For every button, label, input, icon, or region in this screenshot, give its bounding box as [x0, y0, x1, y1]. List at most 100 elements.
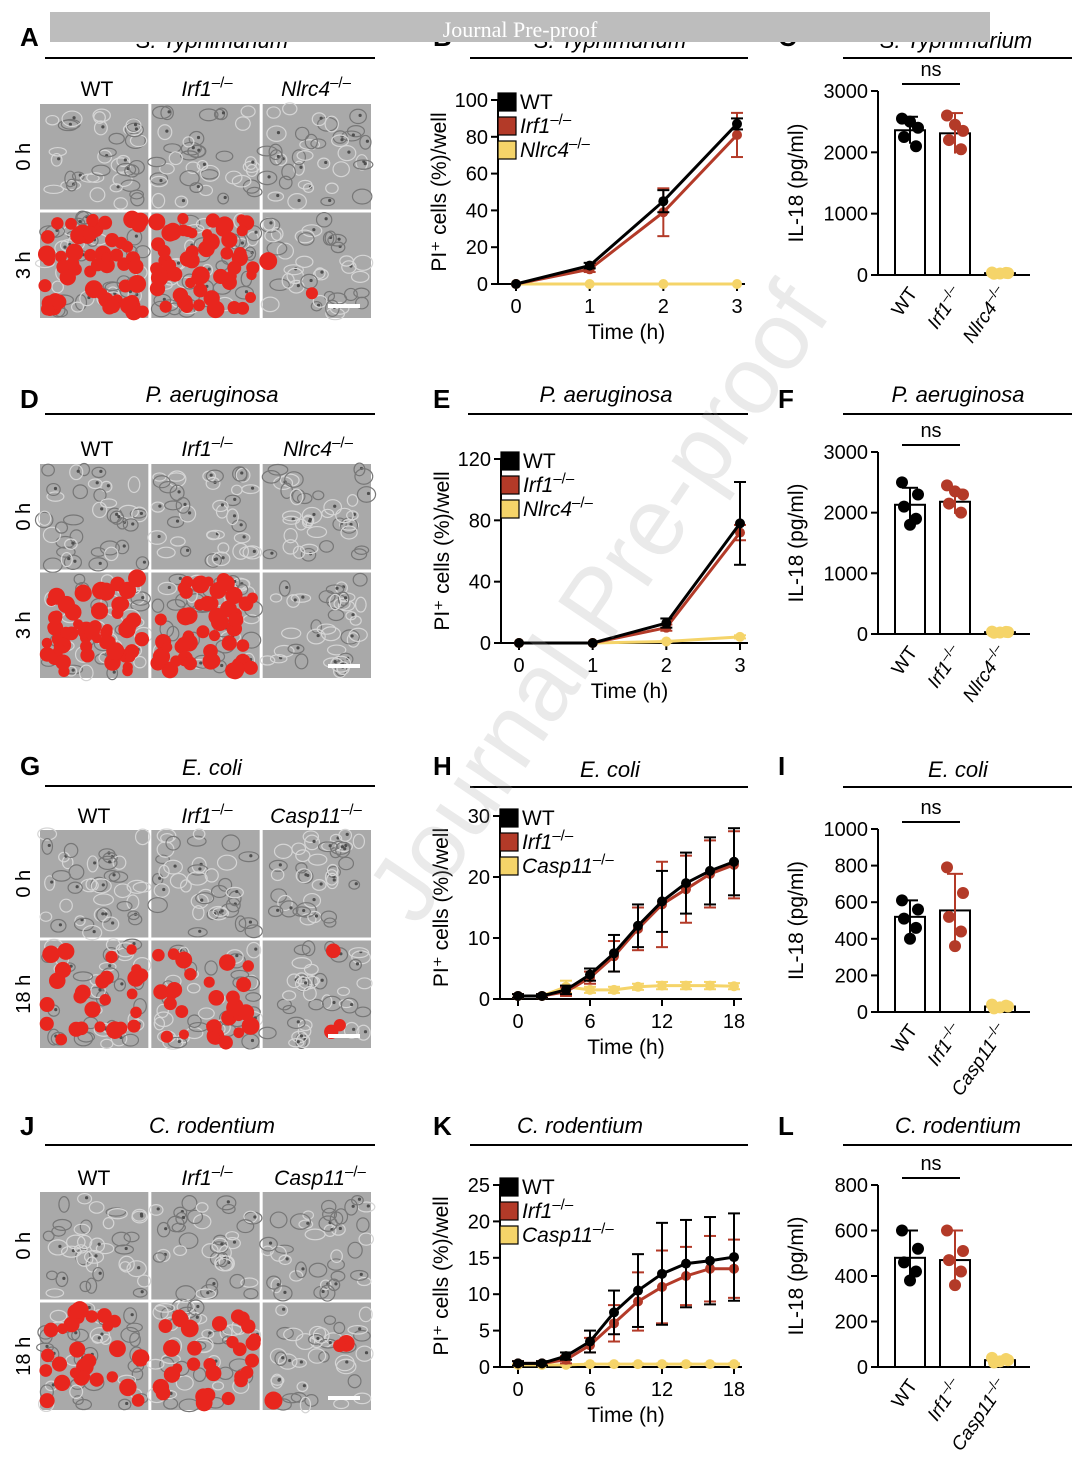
- pi-positive-cell: [198, 240, 215, 258]
- cell-texture: [126, 879, 148, 894]
- cell-texture: [329, 301, 350, 315]
- cell-texture: [308, 1262, 328, 1278]
- y-tick-label: 3000: [824, 442, 869, 464]
- cell-texture: [100, 498, 118, 509]
- pi-positive-cell: [203, 976, 215, 988]
- cell-texture: [289, 1270, 304, 1282]
- cell-texture: [124, 132, 146, 150]
- cell-texture: [151, 192, 166, 209]
- data-point: [585, 1336, 595, 1347]
- cell-texture: [150, 175, 168, 188]
- data-point: [681, 1359, 691, 1370]
- cell-texture-dot: [285, 585, 289, 590]
- panel-title: E. coli: [182, 755, 243, 780]
- legend-label-gene: Irf1: [522, 831, 552, 854]
- row-label: 0 h: [13, 870, 35, 898]
- cell-texture: [134, 828, 151, 846]
- cell-texture: [337, 145, 357, 162]
- pi-positive-cell: [128, 569, 147, 588]
- cell-texture-dot: [358, 113, 362, 117]
- x-tick-label: 18: [723, 1011, 745, 1033]
- cell-texture-dot: [297, 198, 301, 203]
- category-label: Irf1–/–: [921, 281, 968, 333]
- cell-texture-dot: [328, 198, 332, 203]
- cell-texture: [317, 841, 339, 853]
- data-point: [661, 636, 672, 647]
- pi-positive-cell: [84, 1001, 101, 1018]
- cell-texture-dot: [178, 576, 182, 581]
- pi-positive-cell: [84, 280, 103, 299]
- cell-texture: [304, 133, 318, 150]
- cell-texture: [50, 918, 67, 933]
- pi-positive-cell: [186, 1357, 201, 1371]
- cell-texture: [130, 591, 151, 606]
- cell-texture-dot: [104, 912, 108, 916]
- bar-chart-C: CS. Typhimurium0100020003000IL-18 (pg/ml…: [778, 22, 1072, 347]
- data-point: [661, 618, 672, 629]
- cell-texture: [41, 838, 54, 855]
- panel-letter: I: [778, 751, 785, 781]
- column-label-sup: –/–: [330, 75, 352, 92]
- cell-texture-dot: [282, 1307, 286, 1311]
- cell-texture: [95, 1242, 115, 1255]
- legend-swatch: [499, 808, 519, 828]
- pi-positive-cell: [51, 1356, 68, 1372]
- cell-texture-dot: [106, 484, 110, 488]
- cell-texture: [350, 548, 368, 561]
- y-axis-label: PI⁺ cells (%)/well: [430, 828, 453, 987]
- cell-texture: [69, 529, 84, 545]
- cell-texture: [77, 1234, 93, 1250]
- cell-texture: [312, 972, 328, 990]
- cell-texture-dot: [268, 1241, 273, 1245]
- cell-texture: [284, 471, 304, 488]
- pi-positive-cell: [126, 988, 138, 1000]
- tile-background: [40, 830, 149, 938]
- replicate-dot: [910, 140, 922, 153]
- pi-positive-cell: [98, 215, 113, 230]
- cell-texture: [319, 540, 334, 553]
- pi-positive-cell: [91, 633, 102, 644]
- replicate-dot: [910, 921, 922, 934]
- y-axis-label: PI⁺ cells (%)/well: [428, 112, 451, 271]
- cell-texture: [287, 193, 307, 210]
- cell-texture-dot: [338, 1226, 342, 1231]
- data-point: [587, 638, 598, 648]
- data-point: [657, 980, 667, 991]
- cell-texture-dot: [366, 491, 371, 496]
- cell-texture: [68, 864, 85, 880]
- pi-positive-cell: [225, 586, 243, 605]
- cell-texture: [205, 1277, 219, 1292]
- pi-positive-cell: [187, 1340, 202, 1356]
- cell-texture-dot: [71, 668, 75, 672]
- y-tick-label: 10: [468, 1284, 490, 1306]
- cell-texture: [105, 1207, 127, 1217]
- cell-texture: [270, 1245, 287, 1262]
- cell-texture: [282, 515, 300, 525]
- cell-texture-dot: [351, 613, 355, 617]
- cell-texture-dot: [185, 548, 190, 552]
- replicate-dot: [955, 506, 967, 519]
- replicate-dot: [904, 1274, 916, 1287]
- cell-texture-dot: [206, 1291, 210, 1295]
- cell-texture: [96, 907, 112, 923]
- cell-texture: [348, 947, 370, 959]
- series-line: [518, 860, 735, 998]
- cell-texture-dot: [199, 661, 203, 665]
- cell-texture-dot: [47, 843, 51, 848]
- cell-texture: [103, 870, 121, 882]
- legend-label: WT: [522, 807, 555, 830]
- cell-texture: [131, 506, 148, 523]
- cell-texture: [282, 1004, 297, 1015]
- cell-texture: [320, 196, 336, 207]
- cell-texture: [173, 1245, 188, 1257]
- data-point: [609, 948, 619, 959]
- row-label: 18 h: [13, 1337, 35, 1376]
- pi-positive-cell: [176, 636, 191, 652]
- cell-texture: [299, 139, 321, 151]
- cell-texture: [277, 894, 293, 912]
- cell-texture: [123, 1231, 140, 1243]
- cell-texture-dot: [306, 1221, 310, 1225]
- column-label: Nlrc4–/–: [281, 75, 352, 101]
- cell-texture: [166, 599, 186, 611]
- cell-texture-dot: [365, 139, 370, 143]
